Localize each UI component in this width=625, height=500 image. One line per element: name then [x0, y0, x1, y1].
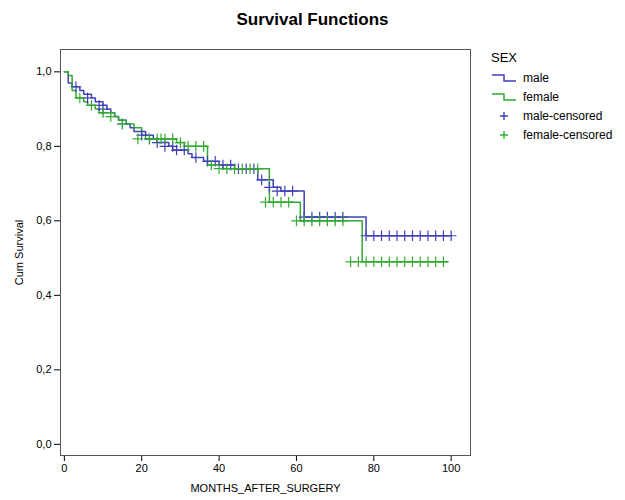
svg-text:60: 60	[290, 462, 302, 474]
svg-text:MONTHS_AFTER_SURGERY: MONTHS_AFTER_SURGERY	[190, 482, 341, 494]
svg-text:Cum Survival: Cum Survival	[13, 220, 25, 285]
html-text:Survival Functions: Survival Functions	[236, 10, 389, 29]
html-text:male: male	[523, 71, 549, 85]
svg-text:40: 40	[213, 462, 225, 474]
svg-text:0,8: 0,8	[36, 140, 51, 152]
svg-text:0,4: 0,4	[36, 289, 51, 301]
svg-text:0,0: 0,0	[36, 438, 51, 450]
svg-text:80: 80	[368, 462, 380, 474]
svg-text:0,2: 0,2	[36, 363, 51, 375]
html-text:female-censored: female-censored	[523, 128, 613, 142]
svg-text:0,6: 0,6	[36, 214, 51, 226]
svg-text:0: 0	[61, 462, 67, 474]
html-text:SEX: SEX	[491, 50, 517, 65]
svg-text:20: 20	[136, 462, 148, 474]
svg-text:1,0: 1,0	[36, 65, 51, 77]
svg-text:100: 100	[442, 462, 460, 474]
html-text:female: female	[523, 90, 559, 104]
html-text:male-censored: male-censored	[523, 109, 603, 123]
